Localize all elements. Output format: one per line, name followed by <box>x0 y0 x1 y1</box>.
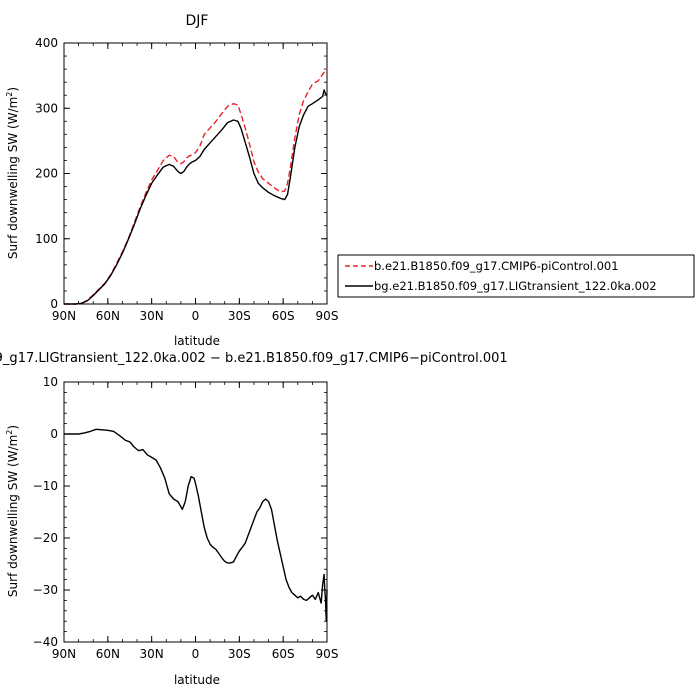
x-axis-label-bottom: latitude <box>174 673 220 687</box>
x-tick-label-bottom: 30S <box>228 647 251 661</box>
y-tick-label-bottom: 0 <box>50 427 58 441</box>
y-axis-label-bottom: Surf downwelling SW (W/m2) <box>5 425 20 597</box>
y-tick-label-top: 0 <box>50 297 58 311</box>
plot-bottom: bg.e21.B1850.f09_g17.LIGtransient_122.0k… <box>0 351 508 687</box>
y-tick-label-top: 100 <box>35 232 58 246</box>
y-tick-label-top: 200 <box>35 167 58 181</box>
x-tick-label-top: 90N <box>52 309 76 323</box>
x-tick-label-top: 30N <box>140 309 164 323</box>
y-tick-label-bottom: −10 <box>33 479 58 493</box>
x-tick-label-bottom: 0 <box>192 647 200 661</box>
series-line-top-0 <box>64 68 328 305</box>
axes-bottom: 90N 60N 30N 0 30S 60S 90S −40 −30 −20 −10 0 10 <box>33 375 339 661</box>
axes-top: 90N 60N 30N 0 30S 60S 90S 0 100 200 300 400 <box>35 36 338 323</box>
x-tick-label-bottom: 30N <box>140 647 164 661</box>
x-tick-label-top: 60N <box>96 309 120 323</box>
y-axis-label-top-text: Surf downwelling SW (W/m <box>6 97 20 259</box>
x-tick-label-bottom: 90S <box>316 647 339 661</box>
y-axis-label-bottom-close: ) <box>6 425 20 430</box>
x-tick-label-top: 90S <box>316 309 339 323</box>
plot-top: DJF 90N 60N 30N 0 30S 60S 90S 0 100 200 300 400 lat… <box>5 13 338 348</box>
y-axis-label-top-close: ) <box>6 87 20 92</box>
legend-label-0: b.e21.B1850.f09_g17.CMIP6-piControl.001 <box>374 259 619 273</box>
series-line-top-1 <box>64 89 328 305</box>
y-tick-label-bottom: 10 <box>43 375 58 389</box>
chart-title-top: DJF <box>186 13 209 29</box>
plot-frame-top <box>63 42 328 305</box>
y-tick-label-bottom: −40 <box>33 635 58 649</box>
legend-label-1: bg.e21.B1850.f09_g17.LIGtransient_122.0k… <box>374 279 657 293</box>
x-axis-label-top: latitude <box>174 334 220 348</box>
legend-box <box>337 254 695 298</box>
y-tick-label-top: 300 <box>35 101 58 115</box>
legend: b.e21.B1850.f09_g17.CMIP6-piControl.001 … <box>337 254 695 298</box>
plot-frame-bottom <box>63 381 328 643</box>
x-tick-label-top: 0 <box>192 309 200 323</box>
chart-title-bottom: bg.e21.B1850.f09_g17.LIGtransient_122.0k… <box>0 351 508 366</box>
y-axis-label-top: Surf downwelling SW (W/m2) <box>5 87 20 259</box>
x-tick-label-top: 60S <box>272 309 295 323</box>
y-axis-label-top-sup: 2 <box>5 92 14 97</box>
y-tick-label-bottom: −30 <box>33 583 58 597</box>
y-axis-label-bottom-text: Surf downwelling SW (W/m <box>6 435 20 597</box>
y-tick-label-bottom: −20 <box>33 531 58 545</box>
series-lines-bottom <box>64 428 328 622</box>
x-tick-label-bottom: 60S <box>272 647 295 661</box>
y-axis-label-bottom-sup: 2 <box>5 430 14 435</box>
x-tick-label-top: 30S <box>228 309 251 323</box>
series-lines-top <box>64 68 328 305</box>
x-tick-label-bottom: 60N <box>96 647 120 661</box>
x-tick-label-bottom: 90N <box>52 647 76 661</box>
series-line-bottom-0 <box>64 428 328 622</box>
y-tick-label-top: 400 <box>35 36 58 50</box>
